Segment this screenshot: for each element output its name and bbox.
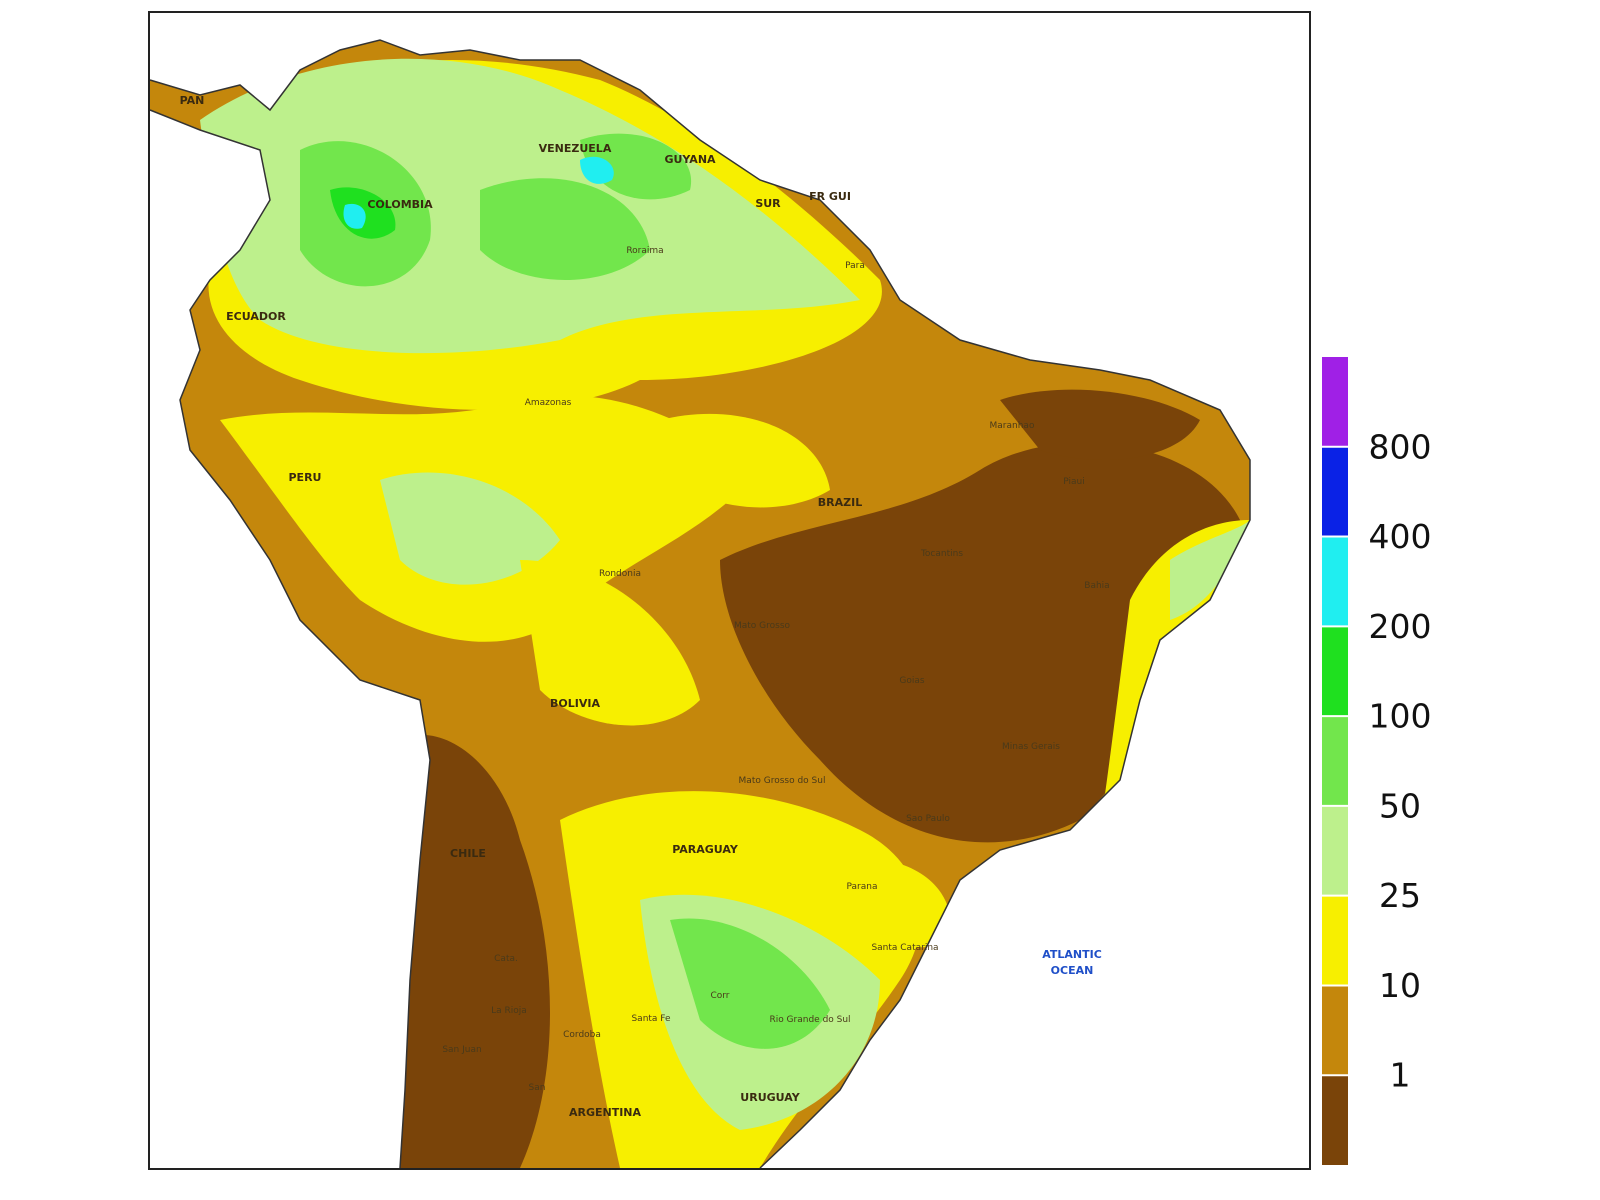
legend-tick-label: 25 <box>1379 876 1421 915</box>
region-label: Roraima <box>626 246 663 256</box>
region-label: Maranhao <box>990 421 1035 431</box>
ocean-label: OCEAN <box>1051 964 1094 977</box>
legend-swatch <box>1322 446 1348 537</box>
region-label: Goias <box>899 676 924 686</box>
region-label: Bahia <box>1084 581 1109 591</box>
legend-swatch <box>1322 536 1348 627</box>
region-label: Amazonas <box>525 398 572 408</box>
country-label: ECUADOR <box>226 310 286 323</box>
region-label: San Juan <box>442 1045 481 1055</box>
legend-swatch <box>1322 895 1348 986</box>
region-label: Sao Paulo <box>906 814 950 824</box>
legend-tick-label: 800 <box>1369 427 1432 466</box>
legend-tick-label: 100 <box>1369 697 1432 736</box>
country-label: BOLIVIA <box>550 697 600 710</box>
legend: 1 10 25 50 100 200 400 800 <box>1322 357 1432 1165</box>
region-label: Parana <box>847 882 878 892</box>
country-label: CHILE <box>450 847 486 860</box>
region-label: Corr <box>710 991 729 1001</box>
country-label: FR GUI <box>809 190 851 203</box>
country-label: PERU <box>289 471 322 484</box>
map-labels: PAN COLOMBIA VENEZUELA GUYANA SUR FR GUI ECUAD… <box>180 94 1110 1119</box>
country-label: COLOMBIA <box>367 198 433 211</box>
region-label: Tocantins <box>920 549 963 559</box>
country-label: PARAGUAY <box>672 843 739 856</box>
country-label: GUYANA <box>664 153 716 166</box>
country-label: ARGENTINA <box>569 1106 642 1119</box>
legend-tick-label: 50 <box>1379 786 1421 825</box>
legend-swatch <box>1322 357 1348 447</box>
region-label: Santa Catarina <box>871 943 938 953</box>
ocean-label: ATLANTIC <box>1042 948 1102 961</box>
region-label: Cata. <box>494 954 518 964</box>
legend-swatch <box>1322 805 1348 896</box>
coastline <box>149 39 1251 1169</box>
legend-tick-label: 10 <box>1379 966 1421 1005</box>
legend-tick-label: 400 <box>1369 517 1432 556</box>
legend-tick-label: 200 <box>1369 607 1432 646</box>
region-label: Piaui <box>1063 477 1084 487</box>
country-label: VENEZUELA <box>539 142 612 155</box>
legend-swatch <box>1322 1075 1348 1165</box>
region-label: Santa Fe <box>631 1014 671 1024</box>
country-label: SUR <box>755 197 781 210</box>
region-label: La Rioja <box>491 1006 527 1016</box>
country-label: BRAZIL <box>818 496 862 509</box>
legend-swatch <box>1322 716 1348 806</box>
region-label: Rio Grande do Sul <box>769 1015 850 1025</box>
region-label: Rondonia <box>599 569 641 579</box>
legend-swatch <box>1322 985 1348 1076</box>
region-label: Minas Gerais <box>1002 742 1060 752</box>
region-label: San <box>529 1083 546 1093</box>
region-label: Para <box>845 261 865 271</box>
region-label: Mato Grosso do Sul <box>739 776 826 786</box>
region-label: Mato Grosso <box>734 621 791 631</box>
legend-swatch <box>1322 626 1348 717</box>
country-label: PAN <box>180 94 205 107</box>
country-label: URUGUAY <box>740 1091 800 1104</box>
legend-tick-label: 1 <box>1390 1056 1411 1095</box>
region-label: Cordoba <box>563 1030 601 1040</box>
